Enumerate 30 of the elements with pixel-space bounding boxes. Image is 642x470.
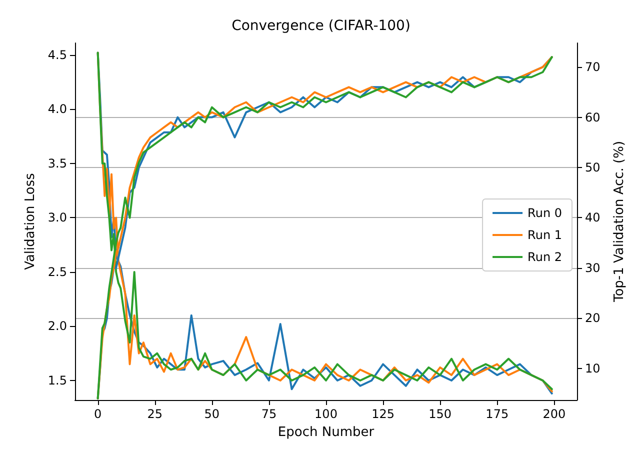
x-tick-label: 200	[542, 407, 566, 421]
y-tick-label: 2.0	[48, 319, 67, 334]
y-tick-label: 4.0	[48, 102, 67, 116]
x-tick-label: 25	[147, 407, 163, 421]
y2-tick-label: 30	[585, 260, 600, 275]
x-tick-label: 125	[372, 407, 394, 421]
y2-axis-title: Top-1 Validation Acc. (%)	[612, 140, 627, 304]
legend-label: Run 1	[528, 228, 562, 242]
x-tick-label: 100	[314, 407, 338, 421]
y2-tick-label: 10	[585, 361, 600, 376]
legend-label: Run 2	[528, 250, 562, 264]
x-tick-label: 50	[204, 407, 220, 421]
x-tick-label: 175	[486, 407, 509, 421]
legend-label: Run 0	[528, 206, 562, 220]
y-tick-label: 2.5	[48, 264, 67, 279]
chart-title: Convergence (CIFAR-100)	[232, 18, 410, 34]
y-axis-title: Validation Loss	[23, 172, 38, 270]
y-tick-label: 3.5	[48, 156, 67, 170]
y2-tick-label: 60	[585, 110, 600, 124]
y2-tick-label: 50	[585, 160, 600, 175]
y2-tick-label: 70	[585, 60, 600, 74]
x-tick-label: 150	[428, 407, 452, 421]
x-tick-label: 0	[94, 407, 102, 421]
y-tick-label: 1.5	[48, 373, 67, 388]
x-tick-label: 75	[261, 407, 277, 421]
y-tick-label: 3.0	[48, 210, 67, 225]
y2-tick-label: 20	[585, 311, 600, 326]
y2-tick-label: 40	[585, 210, 600, 225]
x-axis-title: Epoch Number	[278, 425, 375, 440]
y-tick-label: 4.5	[48, 48, 67, 62]
